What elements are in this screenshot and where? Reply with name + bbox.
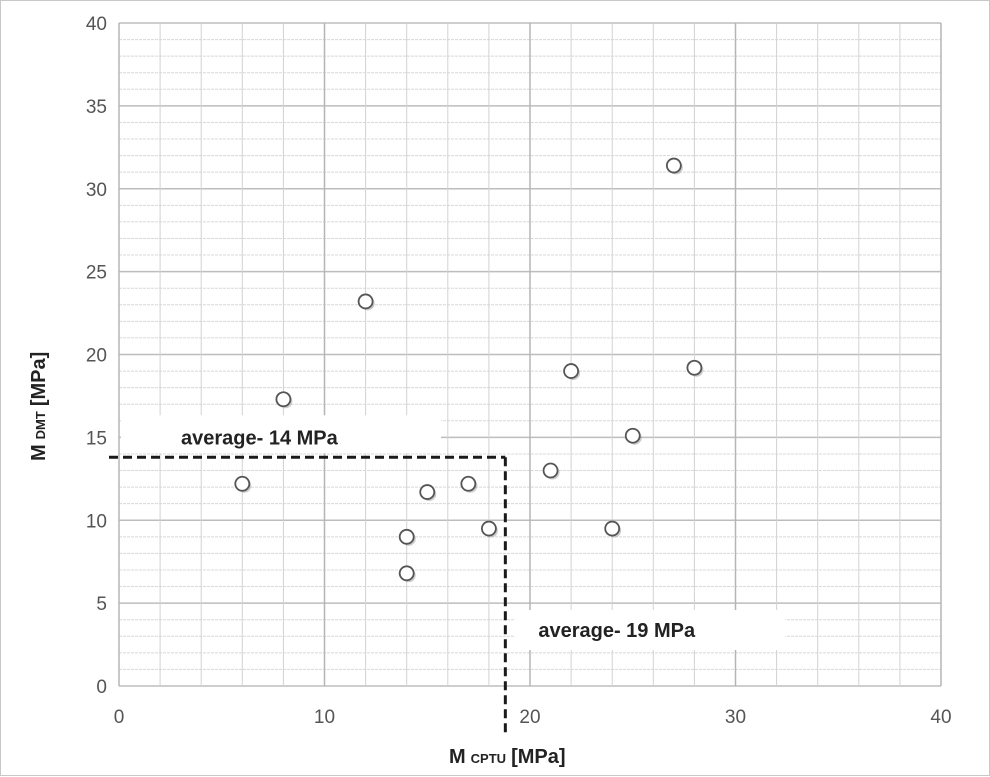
y-tick-label: 20 bbox=[86, 346, 107, 367]
data-point bbox=[604, 520, 621, 537]
y-tick-label: 5 bbox=[96, 594, 107, 615]
average-y-annotation: average- 14 MPa bbox=[181, 427, 339, 449]
data-point bbox=[460, 475, 477, 492]
data-point bbox=[542, 462, 559, 479]
x-tick-label: 10 bbox=[314, 707, 335, 728]
data-point bbox=[665, 157, 682, 174]
data-point bbox=[686, 359, 703, 376]
y-tick-label: 25 bbox=[86, 263, 107, 284]
data-point bbox=[398, 528, 415, 545]
annotation-background bbox=[121, 415, 441, 454]
x-tick-label: 30 bbox=[725, 707, 746, 728]
average-x-annotation: average- 19 MPa bbox=[538, 620, 696, 642]
annotation-background bbox=[515, 609, 786, 650]
data-point bbox=[234, 475, 251, 492]
data-point bbox=[357, 293, 374, 310]
y-tick-label: 10 bbox=[86, 511, 107, 532]
x-tick-label: 20 bbox=[519, 707, 540, 728]
x-tick-label: 40 bbox=[930, 707, 951, 728]
data-point bbox=[624, 427, 641, 444]
data-point bbox=[275, 391, 292, 408]
data-point bbox=[480, 520, 497, 537]
y-tick-label: 0 bbox=[96, 677, 107, 698]
y-tick-label: 30 bbox=[86, 180, 107, 201]
y-tick-label: 35 bbox=[86, 97, 107, 118]
data-point bbox=[419, 484, 436, 500]
x-axis-label: M CPTU [MPa] bbox=[449, 746, 566, 768]
x-tick-label: 0 bbox=[114, 707, 125, 728]
y-tick-label: 40 bbox=[86, 14, 107, 35]
data-point bbox=[563, 363, 579, 379]
y-axis-label: MDMT[MPa] bbox=[28, 352, 50, 461]
y-tick-label: 15 bbox=[86, 428, 107, 449]
data-point bbox=[398, 565, 415, 582]
